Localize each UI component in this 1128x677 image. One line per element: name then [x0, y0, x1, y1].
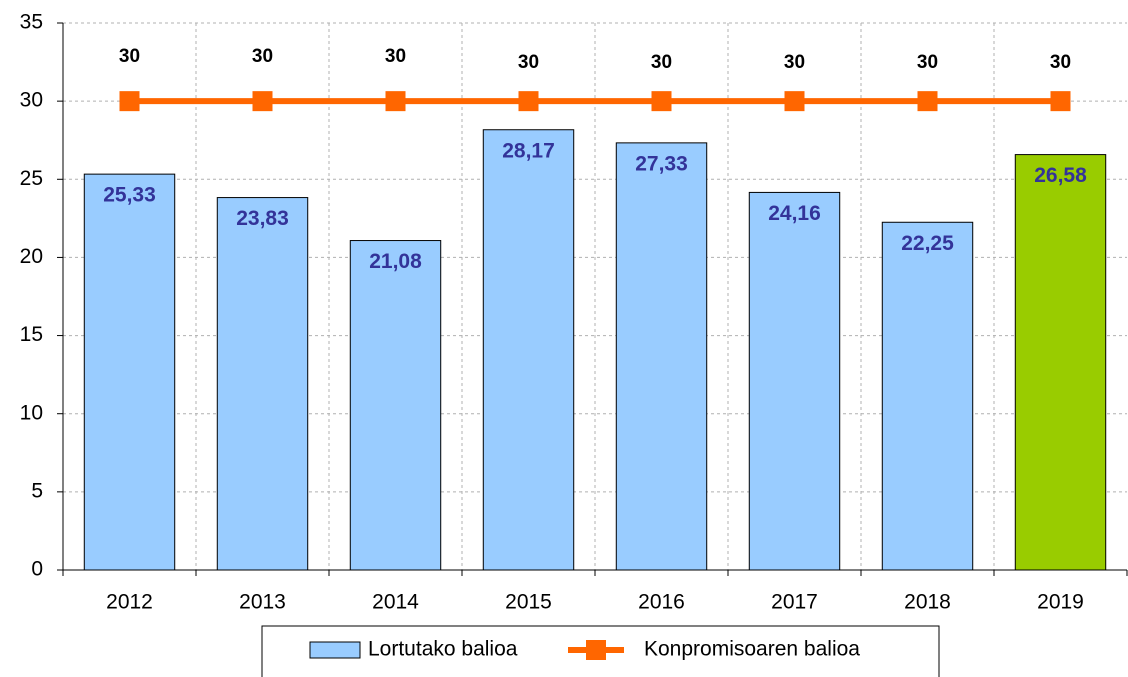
line-value-label: 30	[252, 46, 273, 67]
y-tick-label: 30	[20, 89, 43, 112]
bar	[216, 197, 309, 571]
legend-swatch	[309, 641, 361, 659]
bar-value-label: 23,83	[236, 207, 289, 230]
x-tick-label: 2019	[1037, 591, 1084, 614]
line-value-label: 30	[917, 52, 938, 73]
y-tick-label: 25	[20, 167, 43, 190]
line-marker	[385, 91, 406, 112]
bar-value-label: 28,17	[502, 139, 555, 162]
y-tick-label: 0	[31, 558, 43, 581]
line-marker	[518, 91, 539, 112]
line-value-label: 30	[1050, 52, 1071, 73]
x-tick-label: 2016	[638, 591, 685, 614]
x-tick-label: 2014	[372, 591, 419, 614]
bar-value-label: 24,16	[768, 202, 821, 225]
bar	[482, 129, 575, 571]
bar-value-label: 21,08	[369, 250, 422, 273]
bar-value-label: 22,25	[901, 232, 954, 255]
x-tick-label: 2018	[904, 591, 951, 614]
y-tick-label: 5	[31, 479, 43, 502]
bar	[349, 240, 442, 571]
bar-value-label: 26,58	[1034, 164, 1087, 187]
line-value-label: 30	[518, 52, 539, 73]
bar	[615, 142, 708, 571]
line-value-label: 30	[385, 46, 406, 67]
line-value-label: 30	[119, 46, 140, 67]
x-tick-label: 2013	[239, 591, 286, 614]
legend-label: Lortutako balioa	[368, 638, 518, 661]
line-marker	[917, 91, 938, 112]
legend-label: Konpromisoaren balioa	[644, 638, 860, 661]
bar	[748, 191, 841, 571]
bar	[881, 221, 974, 571]
bar	[1014, 154, 1107, 571]
line-marker	[784, 91, 805, 112]
x-tick-label: 2017	[771, 591, 818, 614]
y-tick-label: 35	[20, 11, 43, 34]
line-marker	[252, 91, 273, 112]
line-value-label: 30	[784, 52, 805, 73]
line-marker	[119, 91, 140, 112]
bar-value-label: 27,33	[635, 152, 688, 175]
bar	[83, 173, 176, 571]
legend-swatch-marker	[586, 640, 606, 660]
y-tick-label: 15	[20, 323, 43, 346]
y-tick-label: 20	[20, 245, 43, 268]
x-tick-label: 2015	[505, 591, 552, 614]
line-marker	[1050, 91, 1071, 112]
line-value-label: 30	[651, 52, 672, 73]
y-tick-label: 10	[20, 401, 43, 424]
line-marker	[651, 91, 672, 112]
x-tick-label: 2012	[106, 591, 153, 614]
bar-value-label: 25,33	[103, 184, 156, 207]
